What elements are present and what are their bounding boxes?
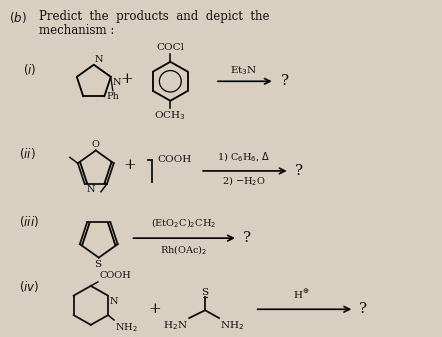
Text: 2) $-$H$_2$O: 2) $-$H$_2$O [222,175,266,188]
Text: O: O [92,140,100,149]
Text: H$_2$N: H$_2$N [164,319,188,332]
Text: ?: ? [281,74,289,88]
Text: mechanism :: mechanism : [39,24,114,37]
Text: ?: ? [359,302,367,316]
Text: (EtO$_2$C)$_2$CH$_2$: (EtO$_2$C)$_2$CH$_2$ [151,217,216,231]
Text: N: N [95,55,103,64]
Text: $(iii)$: $(iii)$ [19,214,39,229]
Text: 1) C$_6$H$_6$, $\Delta$: 1) C$_6$H$_6$, $\Delta$ [217,151,271,164]
Text: COOH: COOH [100,271,132,280]
Text: +: + [149,303,161,316]
Text: N: N [110,297,118,306]
Text: $(i)$: $(i)$ [23,62,37,77]
Text: $(b)$: $(b)$ [9,10,27,25]
Text: $(ii)$: $(ii)$ [19,146,36,161]
Text: S: S [202,287,209,297]
Text: +: + [121,72,133,86]
Text: OCH$_3$: OCH$_3$ [155,110,186,122]
Text: S: S [94,259,101,269]
Text: N: N [113,78,121,87]
Text: H$^{\oplus}$: H$^{\oplus}$ [293,288,310,302]
Text: ?: ? [243,231,251,245]
Text: Rh(OAc)$_2$: Rh(OAc)$_2$ [160,243,207,256]
Text: N: N [87,185,95,194]
Text: NH$_2$: NH$_2$ [220,319,244,332]
Text: COCl: COCl [156,43,184,52]
Text: Predict  the  products  and  depict  the: Predict the products and depict the [39,10,270,23]
Text: Ph: Ph [107,92,119,101]
Text: NH$_2$: NH$_2$ [115,321,137,334]
Text: COOH: COOH [157,155,192,164]
Text: +: + [124,158,137,172]
Text: Et$_3$N: Et$_3$N [230,65,258,78]
Text: $(iv)$: $(iv)$ [19,279,40,294]
Text: ?: ? [294,164,303,178]
